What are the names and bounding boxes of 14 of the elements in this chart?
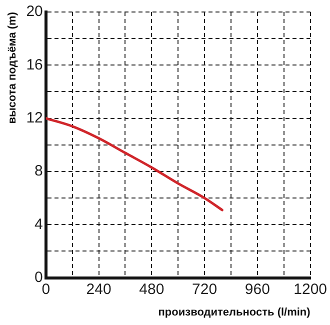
- y-tick-label: 0: [34, 268, 43, 286]
- x-tick-label: 240: [86, 280, 112, 298]
- y-tick-label: 16: [26, 56, 43, 74]
- y-tick-label: 8: [34, 162, 43, 180]
- x-tick-label: 720: [192, 280, 218, 298]
- y-tick-label: 12: [26, 109, 43, 126]
- x-tick-label: 960: [244, 280, 270, 298]
- x-tick-label: 480: [139, 280, 164, 298]
- y-axis-title: высота подъёма (m): [6, 12, 19, 124]
- y-tick-label: 20: [26, 3, 43, 20]
- x-tick-label: 1200: [294, 280, 328, 298]
- x-axis-title: производительность (l/min): [158, 306, 311, 318]
- line-series: [46, 117, 224, 212]
- y-tick-label: 4: [34, 216, 43, 233]
